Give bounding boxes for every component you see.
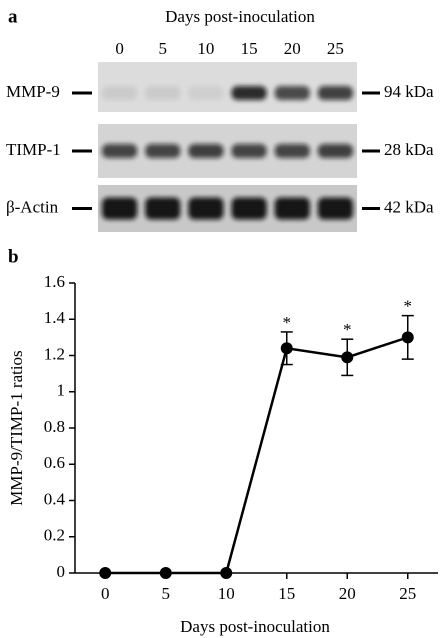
- row-label: TIMP-1: [6, 140, 61, 159]
- band: [188, 144, 224, 158]
- x-tick-label: 10: [218, 584, 235, 603]
- x-tick-label: 5: [162, 584, 171, 603]
- size-label: 28 kDa: [384, 140, 434, 159]
- band: [317, 86, 353, 100]
- lane-label: 5: [159, 39, 168, 58]
- y-tick-label: 0.4: [44, 489, 66, 508]
- band: [274, 86, 310, 100]
- lane-label: 15: [241, 39, 258, 58]
- size-label: 42 kDa: [384, 197, 434, 216]
- band: [231, 144, 267, 158]
- data-point: [159, 567, 172, 579]
- lane-label: 0: [115, 39, 124, 58]
- y-tick-label: 0: [57, 562, 66, 581]
- annotation: *: [283, 313, 292, 332]
- blot-strip: [98, 185, 357, 232]
- data-point: [401, 331, 414, 344]
- x-tick-label: 0: [101, 584, 110, 603]
- band: [231, 86, 267, 100]
- blot-strip: [98, 62, 357, 112]
- data-point: [280, 342, 293, 355]
- band: [274, 144, 310, 158]
- lane-label: 25: [327, 39, 344, 58]
- band: [102, 197, 138, 220]
- x-tick-label: 15: [278, 584, 295, 603]
- x-tick-label: 25: [399, 584, 416, 603]
- y-tick-label: 0.8: [44, 417, 65, 436]
- band: [188, 197, 224, 220]
- y-tick-label: 1.2: [44, 344, 65, 363]
- band: [102, 86, 138, 100]
- data-point: [220, 567, 233, 579]
- band: [145, 144, 181, 158]
- band: [317, 197, 353, 220]
- lane-label: 20: [284, 39, 301, 58]
- annotation: *: [343, 320, 352, 339]
- row-label: β-Actin: [6, 197, 59, 216]
- y-tick-label: 1: [57, 381, 66, 400]
- band: [145, 86, 181, 100]
- band: [231, 197, 267, 220]
- y-tick-label: 0.2: [44, 526, 65, 545]
- blot-strip: [98, 124, 357, 178]
- band: [102, 144, 138, 158]
- x-tick-label: 20: [339, 584, 356, 603]
- band: [274, 197, 310, 220]
- y-tick-label: 1.4: [44, 308, 66, 327]
- lane-label: 10: [197, 39, 214, 58]
- band: [317, 144, 353, 158]
- row-label: MMP-9: [6, 82, 60, 101]
- data-line: [105, 336, 409, 575]
- data-point: [99, 567, 112, 579]
- blot-title: Days post-inoculation: [165, 7, 315, 26]
- panel-label: b: [8, 246, 19, 267]
- annotation: *: [404, 297, 413, 316]
- band: [188, 86, 224, 100]
- band: [145, 197, 181, 220]
- x-axis-title: Days post-inoculation: [180, 617, 330, 636]
- y-axis-title: MMP-9/TIMP-1 ratios: [7, 350, 26, 505]
- panel-label: a: [8, 6, 18, 27]
- data-point: [341, 351, 354, 364]
- size-label: 94 kDa: [384, 82, 434, 101]
- y-tick-label: 1.6: [44, 272, 65, 291]
- y-tick-label: 0.6: [44, 453, 65, 472]
